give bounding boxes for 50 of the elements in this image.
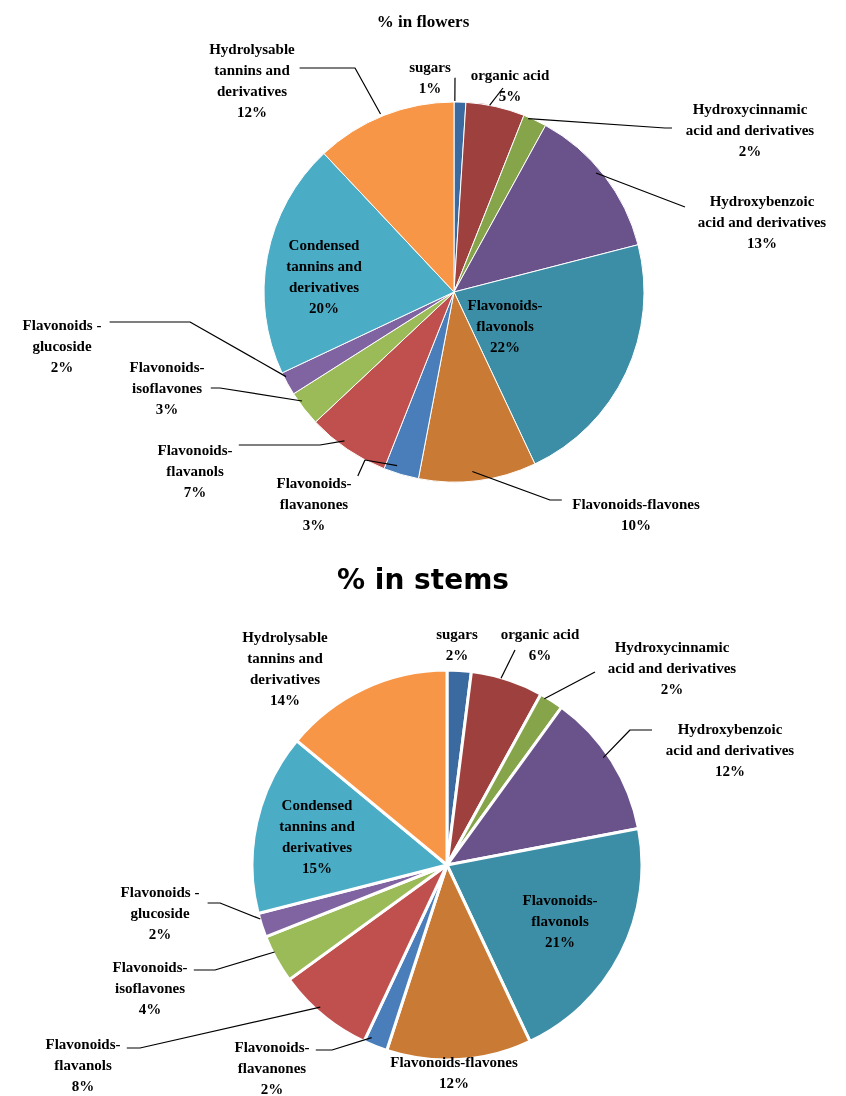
data-label: 13%	[747, 235, 777, 251]
chart-title: % in flowers	[375, 12, 471, 32]
slice-label: Flavonoids-flavanols	[45, 1036, 121, 1073]
slice-label: Flavonoids-isoflavones	[129, 359, 205, 396]
data-label: 3%	[302, 517, 326, 533]
data-label: 20%	[309, 300, 339, 316]
slice-label: organic acid	[500, 626, 581, 642]
data-label: 2%	[445, 647, 469, 663]
data-label: 14%	[270, 692, 300, 708]
data-label: 7%	[183, 484, 207, 500]
slice-label: Flavonoids-flavonols	[522, 892, 598, 929]
slice-label: Flavonoids-flavanones	[234, 1039, 310, 1076]
slice-label: Flavonoids-flavanones	[276, 475, 352, 512]
slice-label: Hydrolysable tannins and derivatives	[242, 629, 329, 687]
slice-label: Condensed tannins and derivatives	[279, 797, 356, 855]
slice-label: organic acid	[470, 67, 551, 83]
slice-label: Flavonoids-flavones	[572, 496, 700, 512]
slice-label: sugars	[409, 59, 451, 75]
slice-label: Flavonoids-flavanols	[157, 442, 233, 479]
slice-label: Hydrolysable tannins and derivatives	[209, 41, 296, 99]
data-label: 2%	[50, 359, 74, 375]
data-label: 2%	[148, 926, 172, 942]
slice-label: Hydroxybenzoic acid and derivatives	[665, 721, 795, 758]
slice-label: Flavonoids - glucoside	[120, 884, 200, 921]
slice-label: Hydroxycinnamic acid and derivatives	[607, 639, 737, 676]
slice-label: Hydroxycinnamic acid and derivatives	[685, 101, 815, 138]
data-label: 4%	[138, 1001, 162, 1017]
data-label: 2%	[738, 143, 762, 159]
chart-title: % in stems	[336, 563, 510, 596]
data-label: 2%	[660, 681, 684, 697]
data-label: 3%	[155, 401, 179, 417]
slice-label: Flavonoids-flavonols	[467, 297, 543, 334]
data-label: 10%	[621, 517, 651, 533]
slice-label: Flavonoids-isoflavones	[112, 959, 188, 996]
slice-label: Hydroxybenzoic acid and derivatives	[697, 193, 827, 230]
data-label: 12%	[715, 763, 745, 779]
data-label: 2%	[260, 1081, 284, 1096]
data-label: 1%	[418, 80, 442, 96]
data-label: 15%	[302, 860, 332, 876]
data-label: 6%	[528, 647, 552, 663]
data-label: 12%	[237, 104, 267, 120]
data-label: 8%	[71, 1078, 95, 1094]
data-label: 22%	[490, 339, 520, 355]
slice-label: Condensed tannins and derivatives	[286, 237, 363, 295]
data-label: 12%	[439, 1075, 469, 1091]
slice-label: Flavonoids-flavones	[390, 1054, 518, 1070]
data-label: 5%	[498, 88, 522, 104]
slice-label: sugars	[436, 626, 478, 642]
data-label: 21%	[545, 934, 575, 950]
slice-label: Flavonoids - glucoside	[22, 317, 102, 354]
